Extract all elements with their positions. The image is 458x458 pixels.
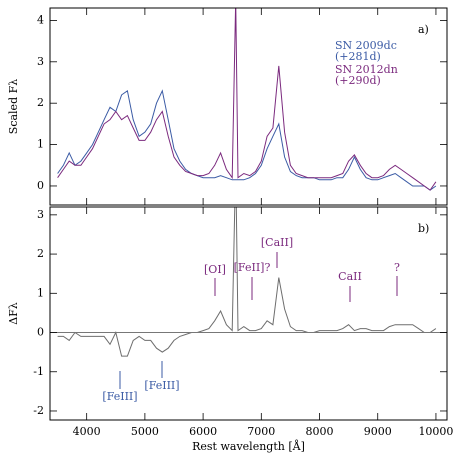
y-tick-label: 0 [37,179,44,192]
line-annotation: [FeII]? [234,261,271,274]
y-axis-label: Scaled Fλ [7,79,20,134]
y-tick-label: 0 [37,326,44,339]
x-tick-label: 5000 [131,425,159,438]
y-tick-label: 3 [37,55,44,68]
y-tick-label: 1 [37,138,44,151]
line-annotation: [OI] [204,263,226,276]
y-tick-label: 2 [37,247,44,260]
x-axis-label: Rest wavelength [Å] [192,439,305,453]
panel-label: b) [418,222,429,235]
spectrum-line [57,89,437,191]
spectrum-line [57,8,437,191]
spectrum-line [57,207,437,357]
x-tick-label: 6000 [189,425,217,438]
x-tick-label: 9000 [364,425,392,438]
y-tick-label: -1 [33,365,44,378]
axes-frame [49,7,448,206]
x-tick-label: 10000 [418,425,453,438]
y-tick-label: 1 [37,286,44,299]
y-tick-label: 3 [37,208,44,221]
plot-area [57,8,437,191]
plot-area [57,207,437,357]
legend-epoch: (+290d) [335,74,381,87]
y-tick-label: 4 [37,13,44,26]
legend-epoch: (+281d) [335,50,381,63]
y-axis-label: ΔFλ [7,302,20,325]
line-annotation: [FeIII] [102,390,137,403]
x-tick-label: 8000 [306,425,334,438]
y-tick-label: 2 [37,96,44,109]
line-annotation: [FeIII] [144,379,179,392]
legend-name: SN 2012dn [335,63,398,76]
line-annotation: CaII [338,270,362,283]
x-tick-label: 7000 [247,425,275,438]
panel-label: a) [418,23,429,36]
x-tick-label: 4000 [73,425,101,438]
line-annotation: [CaII] [261,236,293,249]
legend-name: SN 2009dc [335,39,397,52]
line-annotation: ? [394,261,400,274]
axes-frame [49,206,448,421]
y-tick-label: -2 [33,404,44,417]
